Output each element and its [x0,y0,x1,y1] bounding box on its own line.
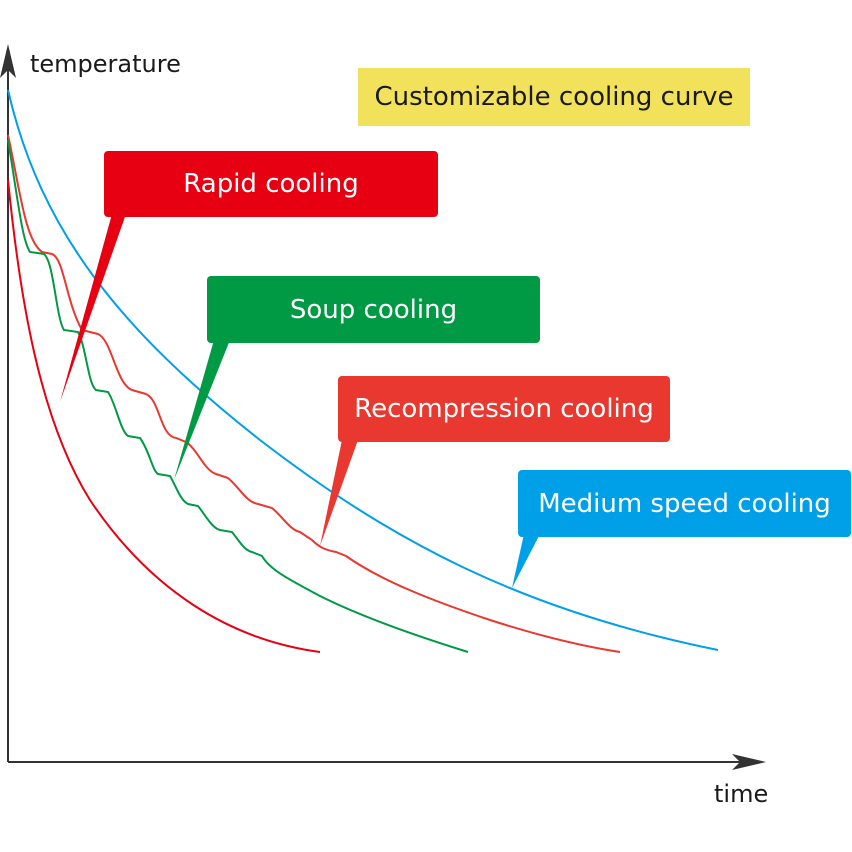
medium-callout-pointer [512,534,540,588]
recompression-cooling-callout: Recompression cooling [338,376,670,442]
medium-cooling-curve [7,89,719,651]
y-axis-label: temperature [30,50,181,78]
soup-callout-pointer [174,340,230,480]
rapid-cooling-callout: Rapid cooling [104,151,438,217]
x-axis-arrow-icon [732,754,766,770]
x-axis-label: time [714,780,769,808]
medium-cooling-callout: Medium speed cooling [518,470,851,537]
soup-cooling-callout: Soup cooling [207,276,540,343]
recompression-callout-pointer [320,440,358,546]
customizable-curve-banner: Customizable cooling curve [358,68,750,126]
rapid-cooling-curve [7,179,321,653]
recompression-cooling-curve [7,134,621,653]
y-axis-arrow-icon [0,44,16,78]
soup-cooling-curve [7,139,469,653]
rapid-callout-pointer [60,214,126,402]
